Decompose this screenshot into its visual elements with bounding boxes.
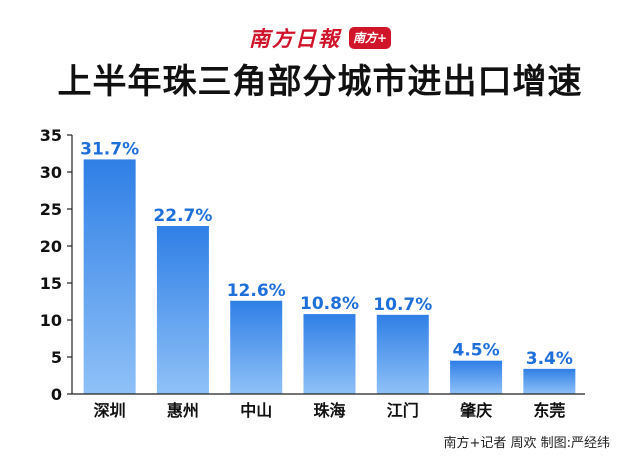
bar	[450, 360, 503, 394]
y-tick-label: 0	[51, 385, 62, 404]
y-tick-label: 35	[40, 126, 62, 145]
bar	[156, 226, 209, 394]
newspaper-logo: 南方日報 南方+	[0, 22, 640, 54]
bar	[303, 314, 356, 394]
x-tick-label: 东莞	[533, 401, 565, 420]
data-label: 31.7%	[80, 139, 139, 159]
x-tick-label: 珠海	[313, 401, 345, 420]
data-label: 12.6%	[227, 281, 286, 301]
bar	[83, 159, 136, 394]
data-label: 10.8%	[300, 294, 359, 314]
x-tick-label: 惠州	[167, 401, 199, 420]
bar	[523, 368, 576, 394]
data-label: 22.7%	[153, 206, 212, 226]
bar	[230, 300, 283, 394]
x-tick-label: 深圳	[94, 401, 126, 420]
y-tick-label: 30	[40, 163, 62, 182]
x-tick-label: 肇庆	[459, 401, 492, 420]
y-tick-label: 25	[40, 200, 62, 219]
credit-text: 南方+记者 周欢 制图:严经纬	[443, 436, 610, 451]
data-label: 10.7%	[373, 295, 432, 315]
x-tick-label: 江门	[387, 401, 419, 420]
data-label: 4.5%	[452, 341, 499, 361]
y-tick-label: 5	[51, 348, 62, 367]
y-tick-label: 10	[40, 311, 62, 330]
logo-text: 南方日報	[248, 26, 341, 51]
x-tick-label: 中山	[240, 401, 272, 420]
data-label: 3.4%	[526, 349, 573, 369]
logo-badge: 南方+	[348, 27, 392, 49]
y-tick-label: 15	[40, 274, 62, 293]
bar	[376, 314, 429, 394]
y-tick-label: 20	[40, 237, 62, 256]
chart-title: 上半年珠三角部分城市进出口增速	[57, 62, 583, 102]
